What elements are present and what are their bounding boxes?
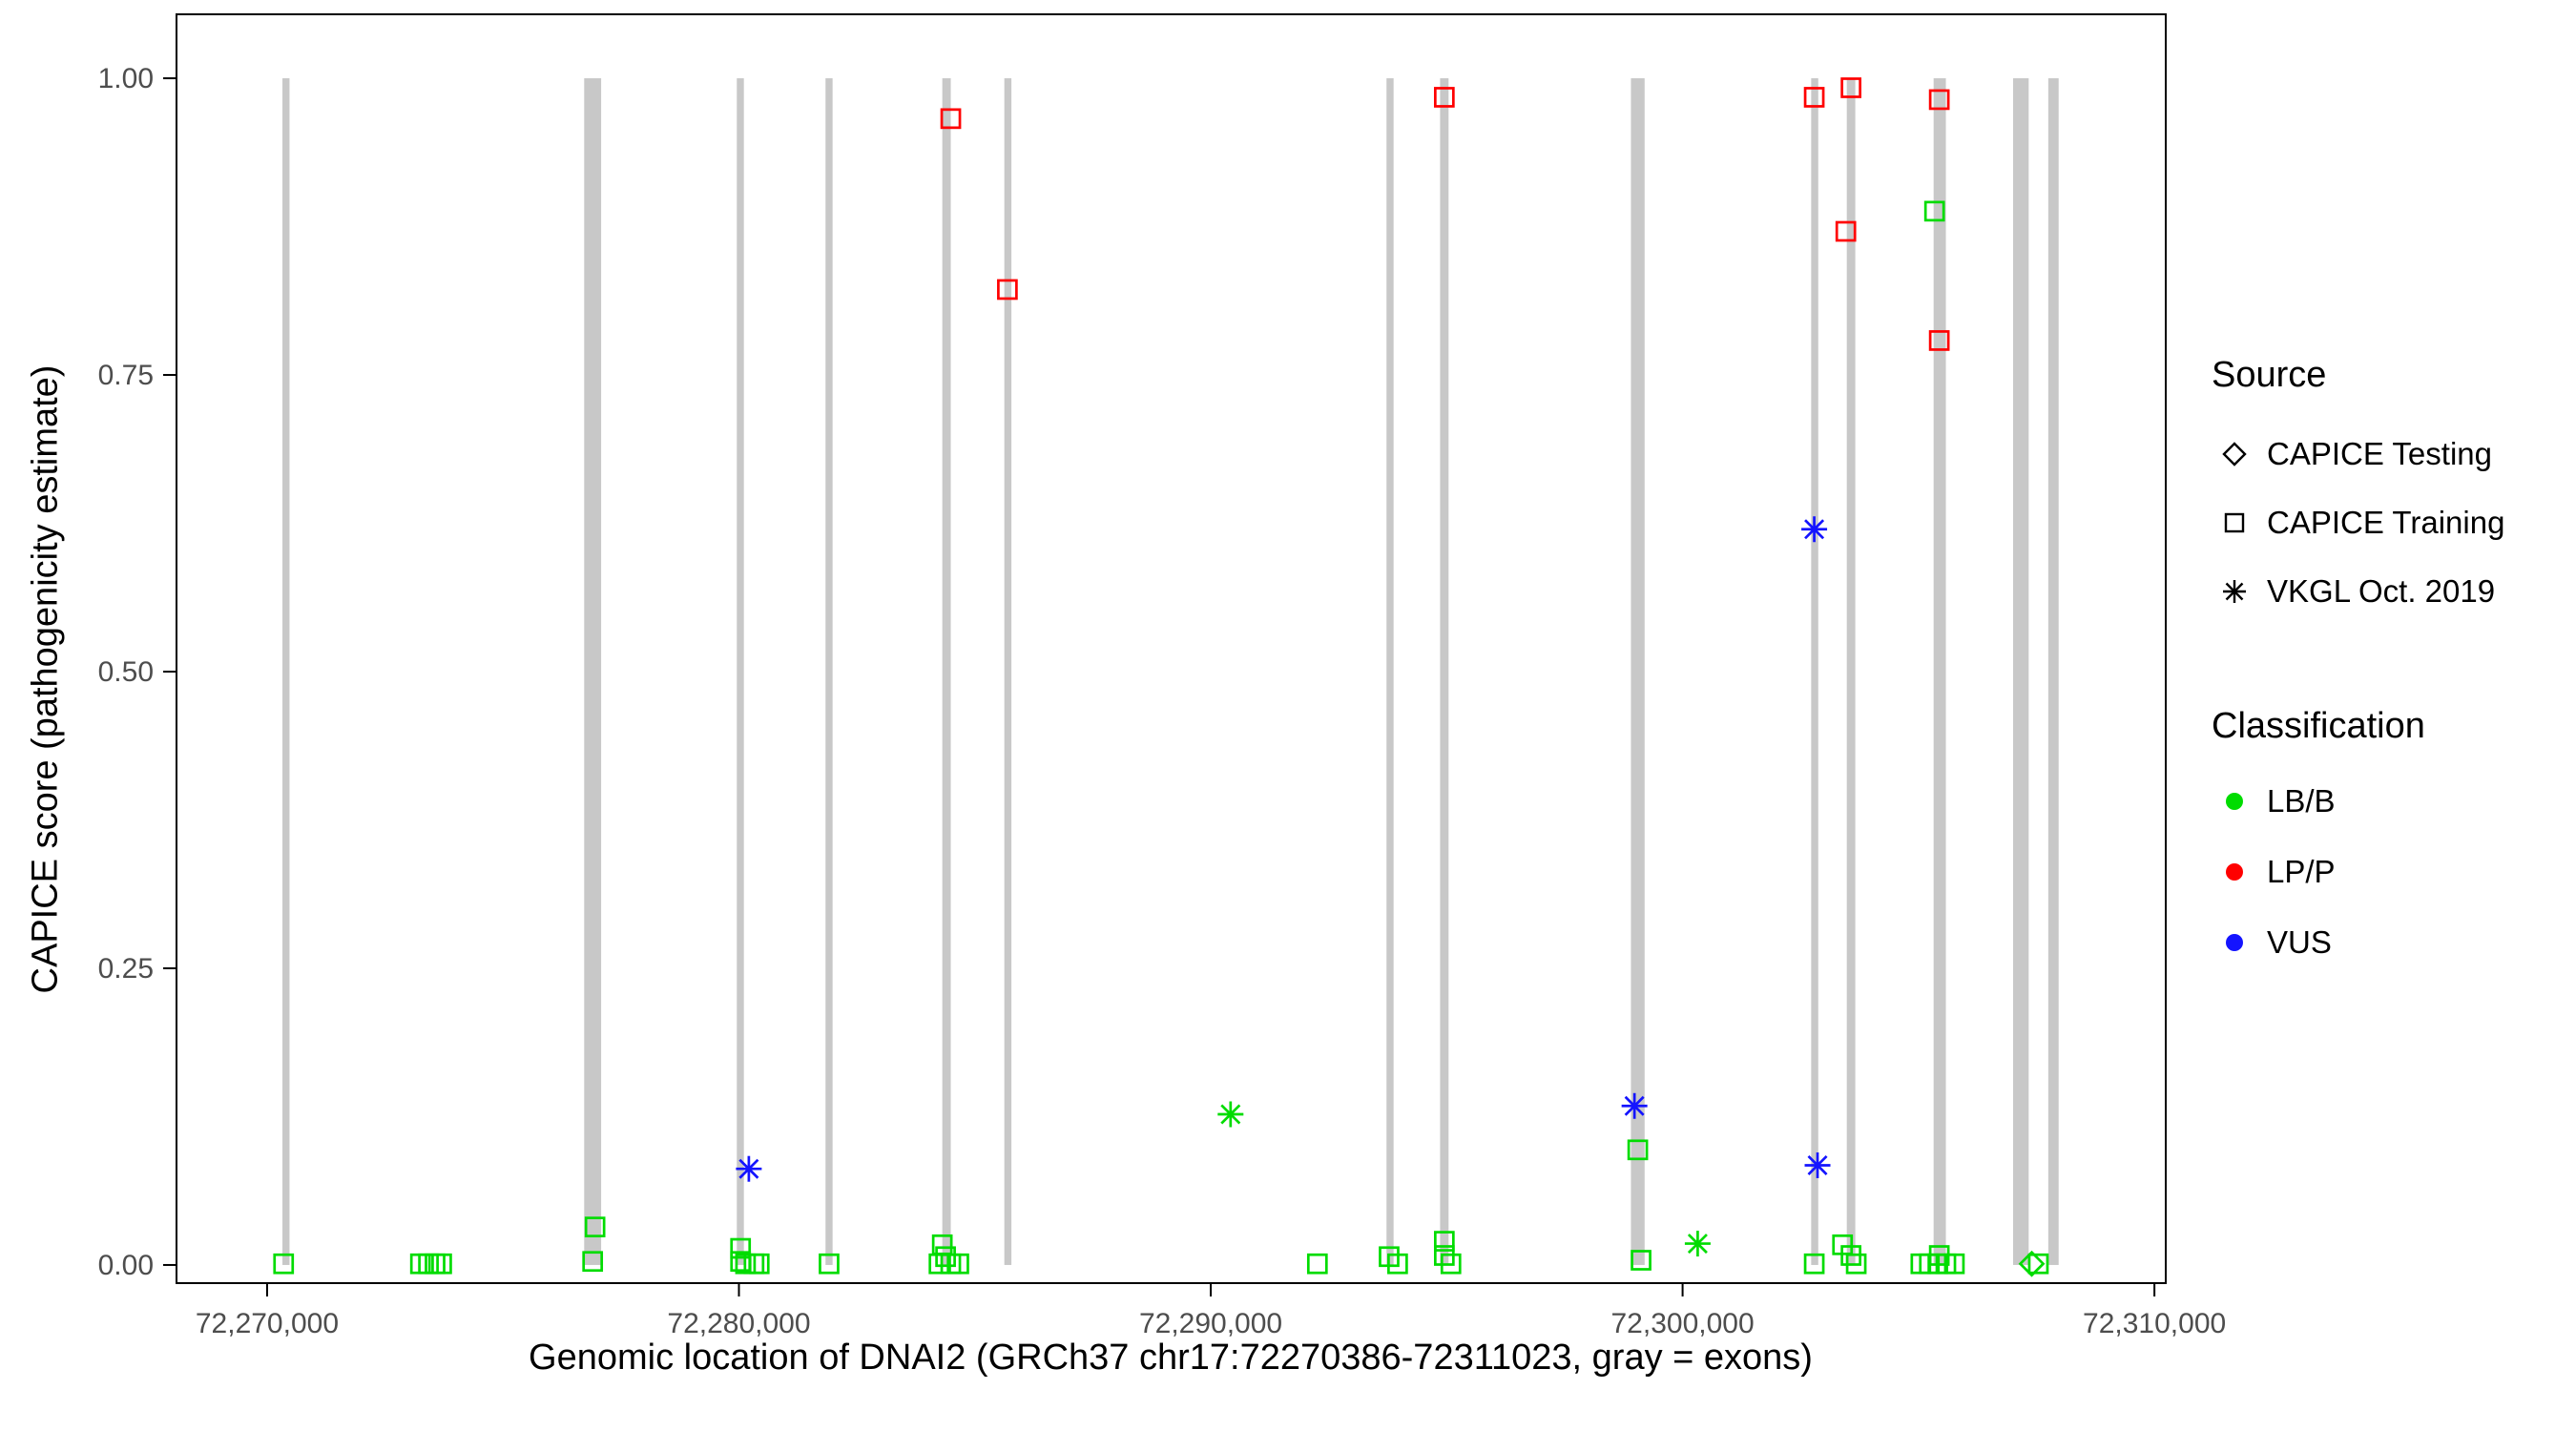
red-dot-icon	[2226, 863, 2243, 881]
data-point-square	[1433, 1231, 1455, 1252]
legend-item-label: LB/B	[2267, 783, 2336, 819]
exon-band	[1386, 78, 1394, 1265]
data-point-square	[1803, 1253, 1825, 1275]
legend: Source CAPICE Testing CAPICE Training	[2212, 0, 2566, 1431]
data-point-square	[1928, 89, 1950, 111]
data-point-square	[748, 1253, 770, 1275]
legend-item-label: CAPICE Testing	[2267, 436, 2492, 471]
exon-band	[1846, 78, 1856, 1265]
legend-item-capice-training: CAPICE Training	[2212, 496, 2504, 550]
data-point-square	[1928, 1245, 1950, 1266]
legend-item-label: LP/P	[2267, 854, 2336, 889]
data-point-square	[1627, 1139, 1649, 1161]
data-point-asterisk	[1801, 516, 1828, 543]
asterisk-arm	[1804, 519, 1825, 540]
data-point-square	[1387, 1253, 1408, 1275]
exon-band	[2047, 78, 2059, 1265]
data-point-square	[1440, 1253, 1462, 1275]
x-tick-label: 72,300,000	[1611, 1308, 1755, 1339]
data-point-asterisk	[1804, 1151, 1831, 1178]
data-point-square	[1845, 1253, 1867, 1275]
x-tick-label: 72,270,000	[196, 1308, 339, 1339]
legend-item-label: CAPICE Training	[2267, 505, 2505, 540]
x-tick-label: 72,280,000	[667, 1308, 810, 1339]
exon-band	[942, 78, 951, 1265]
y-tick-label: 0.00	[98, 1250, 154, 1281]
data-point-asterisk	[736, 1155, 762, 1182]
data-point-square	[1928, 330, 1950, 351]
data-point-square	[819, 1253, 840, 1275]
data-point-asterisk	[1621, 1092, 1648, 1119]
data-point-square	[1433, 87, 1455, 108]
data-point-diamond	[2018, 1250, 2046, 1277]
legend-item-label: VUS	[2267, 924, 2332, 960]
exon-band	[1004, 78, 1012, 1265]
data-point-square	[935, 1246, 956, 1268]
legend-item-lpp: LP/P	[2212, 845, 2336, 899]
asterisk-icon	[2223, 580, 2246, 603]
x-tick-label: 72,290,000	[1139, 1308, 1282, 1339]
asterisk-arm	[738, 1158, 759, 1179]
data-point-square	[928, 1253, 950, 1275]
legend-classification-title: Classification	[2212, 706, 2425, 746]
blue-dot-icon	[2226, 934, 2243, 951]
data-point-square	[997, 279, 1018, 301]
data-point-square	[1631, 1250, 1652, 1271]
x-axis-title: Genomic location of DNAI2 (GRCh37 chr17:…	[529, 1338, 1813, 1378]
exon-band	[737, 78, 744, 1265]
exon-band	[1440, 78, 1449, 1265]
data-point-square	[1306, 1253, 1328, 1275]
data-point-square	[273, 1253, 295, 1275]
y-axis-title: CAPICE score (pathogenicity estimate)	[25, 364, 66, 994]
data-point-square	[2027, 1253, 2049, 1275]
data-point-square	[582, 1251, 604, 1273]
asterisk-arm	[1687, 1234, 1708, 1255]
asterisk-arm	[1807, 1154, 1828, 1175]
exon-band	[1811, 78, 1818, 1265]
data-point-square	[431, 1253, 452, 1275]
data-point-asterisk	[1217, 1101, 1244, 1128]
y-tick-label: 1.00	[98, 63, 154, 94]
y-tick-label: 0.75	[98, 360, 154, 391]
data-point-square	[584, 1216, 606, 1238]
panel-border	[176, 13, 2167, 1284]
data-point-square	[1835, 220, 1857, 242]
exon-band	[1631, 78, 1645, 1265]
asterisk-arm	[1220, 1104, 1241, 1125]
legend-item-label: VKGL Oct. 2019	[2267, 573, 2496, 609]
exon-band	[2013, 78, 2029, 1265]
exon-band	[282, 78, 290, 1265]
data-point-asterisk	[1684, 1231, 1711, 1257]
y-tick-label: 0.25	[98, 953, 154, 985]
asterisk-arm	[1624, 1095, 1645, 1116]
exon-band	[825, 78, 833, 1265]
data-point-square	[730, 1237, 752, 1259]
data-point-square	[1803, 87, 1825, 108]
diamond-icon	[2222, 442, 2247, 467]
legend-item-capice-testing: CAPICE Testing	[2212, 427, 2492, 481]
square-icon	[2224, 512, 2245, 533]
x-tick-label: 72,310,000	[2083, 1308, 2226, 1339]
legend-item-vus: VUS	[2212, 916, 2332, 969]
data-point-square	[948, 1253, 969, 1275]
data-point-square	[1840, 77, 1861, 98]
exon-band	[1933, 78, 1946, 1265]
exon-band	[584, 78, 602, 1265]
data-point-square	[1923, 200, 1945, 222]
legend-item-vkgl: VKGL Oct. 2019	[2212, 565, 2495, 618]
data-point-square	[940, 108, 962, 130]
y-tick-label: 0.50	[98, 656, 154, 688]
legend-source-title: Source	[2212, 355, 2327, 395]
legend-item-lbb: LB/B	[2212, 775, 2336, 828]
green-dot-icon	[2226, 793, 2243, 810]
